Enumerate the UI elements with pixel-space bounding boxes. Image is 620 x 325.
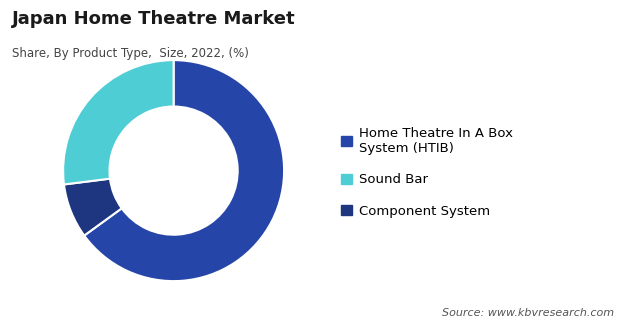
Text: Share, By Product Type,  Size, 2022, (%): Share, By Product Type, Size, 2022, (%) [12, 47, 249, 60]
Wedge shape [64, 179, 122, 236]
Wedge shape [63, 60, 174, 185]
Text: Source: www.kbvresearch.com: Source: www.kbvresearch.com [441, 308, 614, 318]
Wedge shape [84, 60, 284, 281]
Legend: Home Theatre In A Box
System (HTIB), Sound Bar, Component System: Home Theatre In A Box System (HTIB), Sou… [342, 127, 513, 218]
Text: Japan Home Theatre Market: Japan Home Theatre Market [12, 10, 296, 28]
